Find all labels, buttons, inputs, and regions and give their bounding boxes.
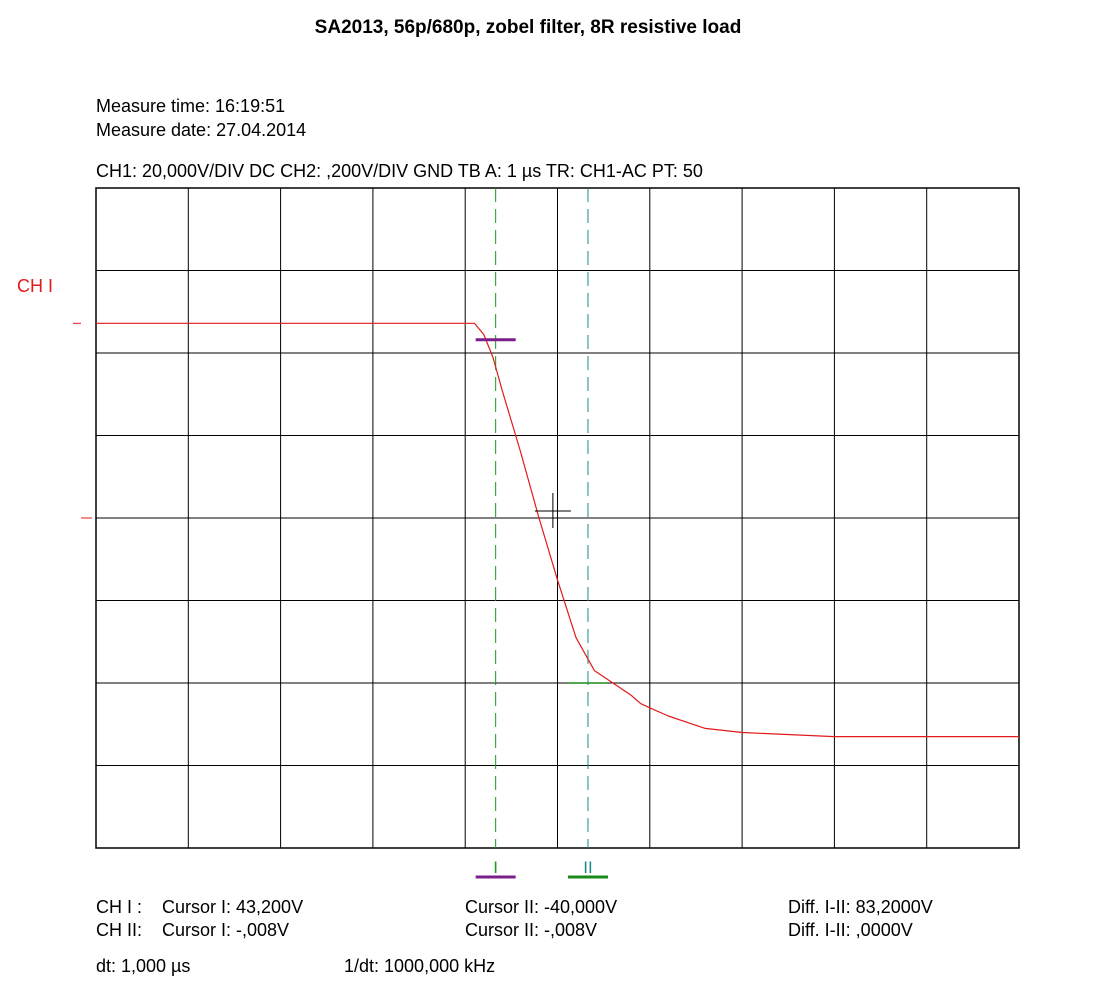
readout-inverse-dt: 1/dt: 1000,000 kHz (344, 956, 496, 976)
readout-ch2-cursor-1: Cursor I: -,008V (162, 920, 290, 940)
readout-ch1-name: CH I : (96, 897, 143, 917)
readout-ch2-name: CH II: (96, 920, 143, 940)
measure-time: Measure time: 16:19:51 (96, 96, 286, 116)
readout-dt: dt: 1,000 µs (96, 956, 191, 976)
trace-ch1 (96, 322, 1019, 738)
readout-ch2-diff: Diff. I-II: ,0000V (788, 920, 913, 940)
readout-ch1-cursor-1: Cursor I: 43,200V (162, 897, 304, 917)
plot-frame (95, 187, 1020, 849)
readout-ch2-cursor-2: Cursor II: -,008V (465, 920, 598, 940)
cursor-1-label: I (493, 858, 498, 877)
scope-settings: CH1: 20,000V/DIV DC CH2: ,200V/DIV GND T… (96, 161, 703, 181)
readout-ch1-cursor-2: Cursor II: -40,000V (465, 897, 618, 917)
cursor-2-label: II (583, 858, 592, 877)
measure-date: Measure date: 27.04.2014 (96, 120, 307, 140)
channel-1-label: CH I (17, 276, 53, 296)
readout-ch1-diff: Diff. I-II: 83,2000V (788, 897, 933, 917)
chart-title: SA2013, 56p/680p, zobel filter, 8R resis… (314, 17, 742, 38)
